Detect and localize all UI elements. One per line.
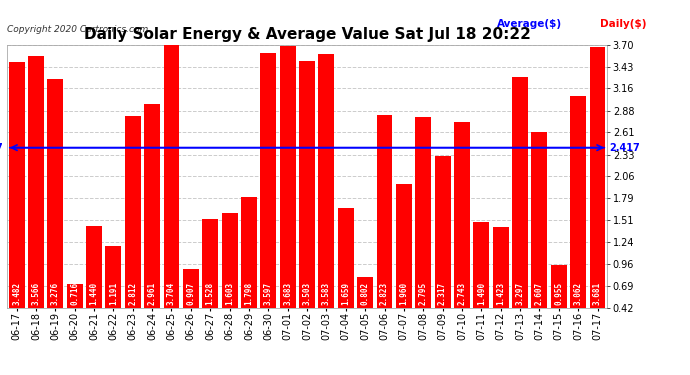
Bar bbox=[221, 213, 237, 308]
Bar bbox=[589, 46, 605, 308]
Text: 2.743: 2.743 bbox=[457, 282, 466, 305]
Bar bbox=[357, 277, 373, 308]
Text: 1.603: 1.603 bbox=[225, 282, 234, 305]
Bar bbox=[9, 63, 25, 308]
Text: 2.317: 2.317 bbox=[438, 282, 447, 305]
Bar bbox=[144, 104, 160, 308]
Text: 1.490: 1.490 bbox=[477, 282, 486, 305]
Text: 0.716: 0.716 bbox=[70, 282, 79, 305]
Text: 1.960: 1.960 bbox=[400, 282, 408, 305]
Bar bbox=[493, 227, 509, 308]
Bar bbox=[415, 117, 431, 308]
Bar bbox=[106, 246, 121, 308]
Text: 2.417: 2.417 bbox=[609, 142, 640, 153]
Bar bbox=[164, 45, 179, 308]
Text: 3.583: 3.583 bbox=[322, 282, 331, 305]
Text: 2.607: 2.607 bbox=[535, 282, 544, 305]
Text: 2.812: 2.812 bbox=[128, 282, 137, 305]
Text: 2.795: 2.795 bbox=[419, 282, 428, 305]
Text: 3.683: 3.683 bbox=[283, 282, 292, 305]
Bar bbox=[454, 122, 470, 308]
Bar bbox=[202, 219, 218, 308]
Text: 1.191: 1.191 bbox=[109, 282, 118, 305]
Text: 0.907: 0.907 bbox=[186, 282, 195, 305]
Text: 1.440: 1.440 bbox=[90, 282, 99, 305]
Text: Average($): Average($) bbox=[497, 19, 562, 29]
Text: 2.961: 2.961 bbox=[148, 282, 157, 305]
Text: 3.704: 3.704 bbox=[167, 282, 176, 305]
Bar bbox=[279, 46, 295, 308]
Text: 3.297: 3.297 bbox=[515, 282, 524, 305]
Bar bbox=[473, 222, 489, 308]
Text: 3.566: 3.566 bbox=[32, 282, 41, 305]
Bar bbox=[125, 116, 141, 308]
Bar bbox=[28, 56, 44, 308]
Text: 2.823: 2.823 bbox=[380, 282, 389, 305]
Bar bbox=[512, 77, 528, 308]
Text: 0.802: 0.802 bbox=[361, 282, 370, 305]
Bar bbox=[241, 197, 257, 308]
Bar bbox=[396, 184, 412, 308]
Text: 1.659: 1.659 bbox=[342, 282, 351, 305]
Text: 3.681: 3.681 bbox=[593, 282, 602, 305]
Bar bbox=[531, 132, 547, 308]
Text: Daily($): Daily($) bbox=[600, 19, 647, 29]
Bar bbox=[319, 54, 335, 307]
Text: 3.482: 3.482 bbox=[12, 282, 21, 305]
Text: 1.423: 1.423 bbox=[496, 282, 505, 305]
Text: 3.503: 3.503 bbox=[302, 282, 312, 305]
Bar bbox=[338, 209, 354, 308]
Bar bbox=[551, 265, 566, 308]
Bar bbox=[67, 284, 83, 308]
Bar bbox=[299, 61, 315, 308]
Text: 1.528: 1.528 bbox=[206, 282, 215, 305]
Text: 1.798: 1.798 bbox=[244, 282, 253, 305]
Bar bbox=[86, 226, 102, 308]
Text: 3.597: 3.597 bbox=[264, 282, 273, 305]
Title: Daily Solar Energy & Average Value Sat Jul 18 20:22: Daily Solar Energy & Average Value Sat J… bbox=[83, 27, 531, 42]
Text: Copyright 2020 Cartronics.com: Copyright 2020 Cartronics.com bbox=[7, 26, 148, 34]
Text: 2.417: 2.417 bbox=[0, 142, 3, 153]
Bar bbox=[48, 79, 63, 308]
Bar bbox=[377, 115, 393, 308]
Bar bbox=[570, 96, 586, 308]
Bar bbox=[183, 268, 199, 308]
Text: 3.062: 3.062 bbox=[573, 282, 582, 305]
Text: 3.276: 3.276 bbox=[51, 282, 60, 305]
Bar bbox=[260, 53, 276, 307]
Bar bbox=[435, 156, 451, 308]
Text: 0.955: 0.955 bbox=[554, 282, 563, 305]
